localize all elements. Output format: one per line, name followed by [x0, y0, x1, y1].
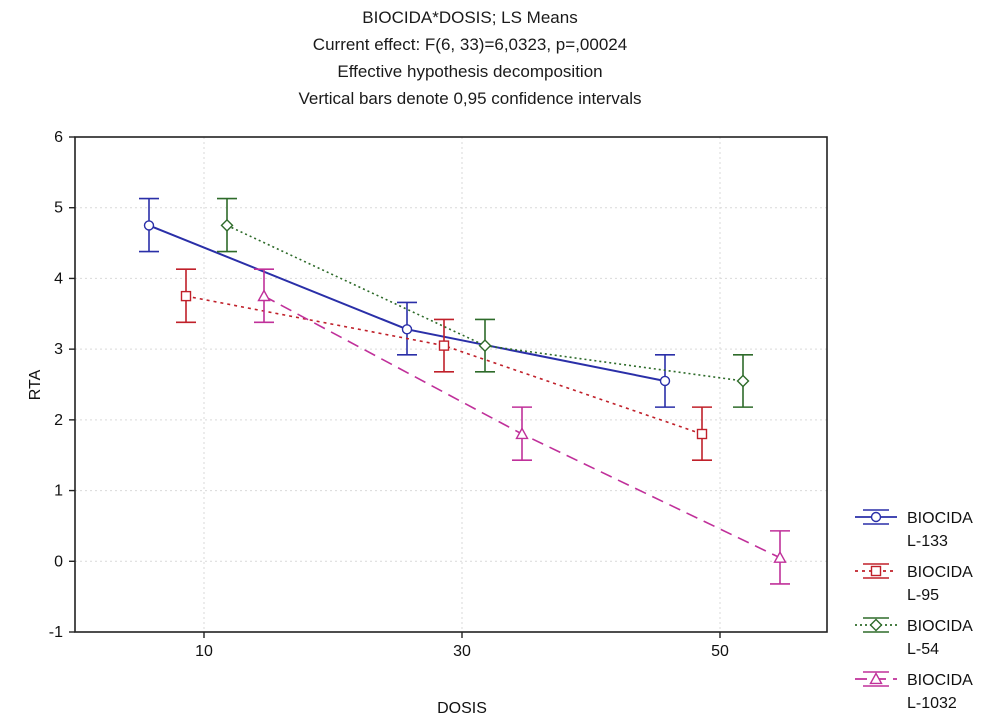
chart-title-line-4: Vertical bars denote 0,95 confidence int… — [298, 89, 642, 108]
legend-item-3: BIOCIDA L-1032 — [855, 671, 973, 712]
data-point — [773, 550, 787, 563]
data-point — [220, 218, 234, 232]
y-tick-label: 6 — [54, 129, 63, 146]
legend-marker — [869, 672, 883, 685]
series-0 — [139, 197, 675, 408]
x-tick-label: 10 — [195, 643, 213, 660]
data-point — [696, 428, 708, 440]
data-point — [180, 290, 192, 302]
legend-marker — [870, 511, 882, 523]
data-point — [401, 324, 413, 335]
legend-marker — [869, 618, 883, 632]
axis-ticks: -1 0 1 2 3 4 5 6 10 30 50 — [49, 129, 729, 660]
series-layer — [139, 197, 790, 585]
y-tick-label: 5 — [54, 200, 63, 217]
y-tick-label: 2 — [54, 412, 63, 429]
series-1 — [176, 268, 712, 461]
chart-title-line-1: BIOCIDA*DOSIS; LS Means — [362, 8, 578, 27]
x-tick-label: 50 — [711, 643, 729, 660]
legend-item-1: BIOCIDA L-95 — [855, 563, 973, 604]
series-2 — [217, 197, 753, 408]
y-axis-title: RTA — [27, 369, 44, 400]
data-point — [478, 339, 492, 353]
data-point — [143, 220, 155, 231]
legend-item-2: BIOCIDA L-54 — [855, 617, 973, 658]
legend-marker — [870, 565, 882, 577]
data-point — [515, 427, 529, 440]
y-tick-label: 1 — [54, 483, 63, 500]
y-tick-label: -1 — [49, 624, 63, 641]
data-point — [438, 340, 450, 351]
data-point — [659, 375, 671, 387]
legend-label-line-2: L-95 — [907, 587, 939, 604]
x-axis-title: DOSIS — [437, 700, 487, 717]
y-tick-label: 3 — [54, 341, 63, 358]
legend-label-line-1: BIOCIDA — [907, 510, 973, 527]
y-tick-label: 4 — [54, 270, 63, 287]
plot-area-frame — [74, 136, 828, 633]
legend-label-line-1: BIOCIDA — [907, 672, 973, 689]
series-3 — [254, 268, 790, 585]
grid-lines — [75, 137, 827, 632]
legend: BIOCIDAL-133BIOCIDAL-95BIOCIDAL-54BIOCID… — [855, 509, 973, 712]
legend-item-0: BIOCIDA L-133 — [855, 509, 973, 550]
legend-label-line-2: L-1032 — [907, 695, 957, 712]
chart-title-line-3: Effective hypothesis decomposition — [337, 62, 603, 81]
y-tick-label: 0 — [54, 553, 63, 570]
chart-title-line-2: Current effect: F(6, 33)=6,0323, p=,0002… — [312, 35, 628, 54]
data-point — [736, 374, 750, 388]
x-tick-label: 30 — [453, 643, 471, 660]
legend-label-line-1: BIOCIDA — [907, 618, 973, 635]
legend-label-line-1: BIOCIDA — [907, 564, 973, 581]
legend-label-line-2: L-133 — [907, 533, 948, 550]
data-point — [257, 289, 271, 302]
legend-label-line-2: L-54 — [907, 641, 939, 658]
